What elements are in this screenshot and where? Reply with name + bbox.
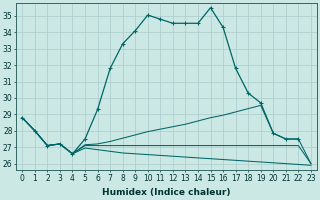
X-axis label: Humidex (Indice chaleur): Humidex (Indice chaleur) <box>102 188 231 197</box>
